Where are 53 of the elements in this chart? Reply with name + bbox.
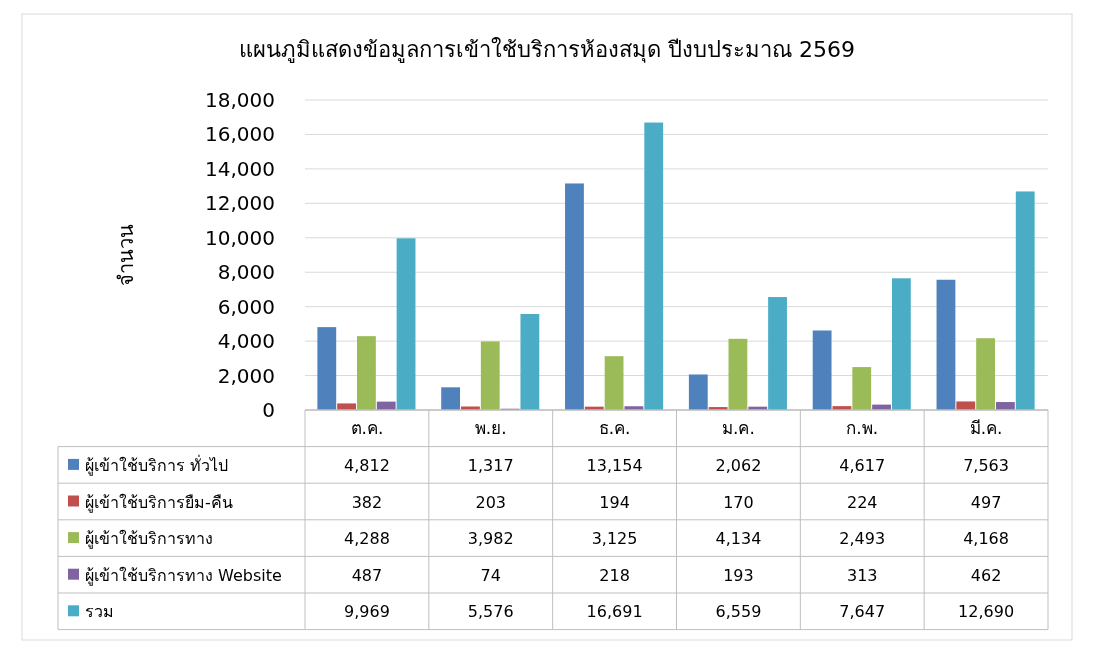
data-label: 382 [351,492,383,512]
data-label: 224 [846,492,878,512]
data-label: 9,969 [344,602,390,622]
data-label: 12,690 [958,602,1015,622]
y-tick-label: 4,000 [217,329,275,354]
x-tick-label: ต.ค. [350,418,384,439]
y-tick-label: 14,000 [205,156,275,181]
data-label: 3,125 [591,529,638,549]
x-tick-label: ธ.ค. [598,418,631,439]
y-tick-label: 10,000 [205,225,275,250]
y-tick-label: 16,000 [205,122,275,147]
data-label: 462 [970,565,1002,585]
data-label: 4,812 [344,455,390,475]
data-label: 194 [599,492,630,512]
data-label: 203 [475,492,507,512]
data-label: 2,493 [839,529,886,549]
x-tick-label: มี.ค. [969,418,1003,439]
data-label: 2,062 [715,455,762,475]
data-label: 4,288 [344,529,390,549]
y-tick-label: 18,000 [205,88,275,112]
data-label: 7,563 [963,455,1009,475]
y-tick-label: 6,000 [217,294,275,319]
data-label: 4,134 [715,529,762,549]
legend-label: ผู้เข้าใช้บริการ ทั่วไป [85,453,229,476]
x-tick-label: พ.ย. [474,418,507,439]
x-tick-label: ก.พ. [846,418,879,439]
data-label: 74 [480,565,501,585]
data-label: 497 [970,492,1002,512]
data-label: 6,559 [715,602,762,622]
y-tick-label: 8,000 [217,260,275,285]
y-tick-label: 2,000 [217,363,275,388]
y-tick-label: 12,000 [205,191,275,216]
legend-label: รวม [85,602,114,622]
data-label: 13,154 [586,455,643,475]
data-label: 1,317 [467,455,514,475]
data-label: 7,647 [839,602,886,622]
data-label: 4,168 [963,529,1009,549]
data-label: 5,576 [467,602,514,622]
data-label: 16,691 [586,602,643,622]
y-tick-label: 0 [262,398,275,422]
y-axis-title: จำนวน [114,224,138,286]
data-label: 218 [599,565,630,585]
data-label: 193 [723,565,754,585]
legend-label: ผู้เข้าใช้บริการทาง Website [85,565,282,586]
legend-label: ผู้เข้าใช้บริการทาง [85,529,213,550]
data-label: 170 [723,492,754,512]
data-label: 487 [351,565,383,585]
x-tick-label: ม.ค. [722,418,755,439]
legend-label: ผู้เข้าใช้บริการยืม-คืน [85,492,233,513]
data-label: 4,617 [839,455,886,475]
data-label: 313 [846,565,878,585]
chart-title: แผนภูมิแสดงข้อมูลการเข้าใช้บริการห้องสมุด ปีงบประมาณ 2569 [239,37,855,63]
data-label: 3,982 [467,529,514,549]
